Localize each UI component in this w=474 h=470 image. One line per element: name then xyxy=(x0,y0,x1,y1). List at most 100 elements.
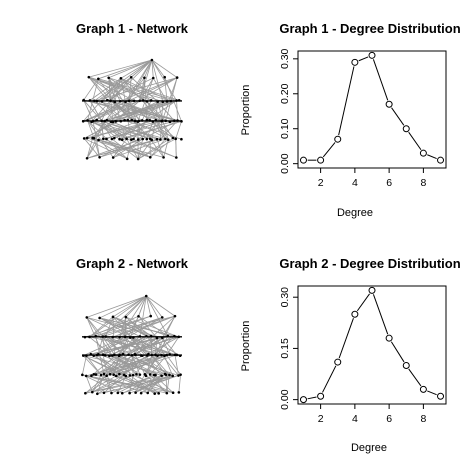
network-edge xyxy=(86,375,167,394)
network-edge xyxy=(108,77,180,101)
network-edge xyxy=(95,335,165,357)
network-edge xyxy=(86,317,131,338)
network-edge xyxy=(83,99,102,122)
network-edge xyxy=(155,101,159,121)
network-node xyxy=(118,372,121,376)
network-node xyxy=(111,315,115,319)
network-node xyxy=(85,316,89,319)
network-node xyxy=(148,373,152,376)
network-node xyxy=(92,136,96,140)
network-edge xyxy=(122,317,127,355)
network-edge xyxy=(134,354,146,375)
network-node xyxy=(166,138,170,141)
network-edge xyxy=(110,100,143,121)
network-node xyxy=(120,391,124,395)
network-node xyxy=(102,391,106,395)
data-point xyxy=(317,392,325,400)
x-tick-label: 6 xyxy=(386,177,392,189)
network-node xyxy=(94,373,98,376)
network-node xyxy=(107,76,110,80)
network-edge xyxy=(112,316,115,355)
network-edge xyxy=(134,120,148,140)
network-edge xyxy=(135,374,170,393)
data-point xyxy=(334,135,342,143)
network-node xyxy=(135,373,138,376)
network-node xyxy=(145,137,149,141)
network-node xyxy=(179,373,182,376)
x-tick-label: 6 xyxy=(386,413,392,425)
chart-marks-1: 2 4 6 8 0.00 0.10 0.20 0.30 xyxy=(279,48,445,189)
y-tick-label: 0.20 xyxy=(279,83,291,104)
data-point xyxy=(368,51,376,59)
network-edge xyxy=(99,317,141,337)
network-edge xyxy=(128,354,173,377)
data-point xyxy=(437,392,445,400)
network-edge xyxy=(134,120,169,141)
data-point xyxy=(351,58,359,66)
network-node xyxy=(175,156,178,159)
network-edge xyxy=(88,59,152,78)
network-node xyxy=(96,392,99,396)
series-segment xyxy=(338,66,355,136)
network-node xyxy=(130,138,133,141)
series-segment xyxy=(408,131,422,151)
series-segment xyxy=(322,142,336,158)
x-axis-label-2: Degree xyxy=(351,442,387,454)
network-node xyxy=(168,373,171,377)
network-node xyxy=(119,76,123,80)
data-point xyxy=(334,358,342,366)
network-edge xyxy=(89,295,147,338)
network-edge xyxy=(112,316,168,337)
network-node xyxy=(124,374,128,378)
series-segment xyxy=(372,59,389,101)
network-node xyxy=(132,137,135,141)
network-edge xyxy=(99,317,134,338)
data-point xyxy=(419,149,427,157)
network-edge xyxy=(125,316,179,338)
y-tick-label: 0.15 xyxy=(279,338,291,359)
network-edge xyxy=(87,120,114,158)
network-edge xyxy=(86,138,158,159)
network-edge xyxy=(88,76,133,121)
data-point xyxy=(299,396,307,404)
network-edge xyxy=(132,374,174,394)
network-edge xyxy=(105,336,142,356)
y-axis-label-1: Proportion xyxy=(240,85,252,136)
network-edge xyxy=(102,336,115,355)
network-edge xyxy=(146,295,176,317)
network-node xyxy=(116,391,120,395)
network-edge xyxy=(161,77,178,121)
network-edge xyxy=(137,139,153,160)
network-node xyxy=(84,391,87,395)
network-edge xyxy=(149,138,164,158)
network-edge xyxy=(88,76,126,103)
network-edge xyxy=(108,77,122,122)
network-node xyxy=(138,373,142,376)
degree-chart-1: Graph 1 - Degree Distribution Degree Pro… xyxy=(240,21,461,219)
network-node xyxy=(125,137,128,141)
network-edge xyxy=(151,59,178,78)
network-node xyxy=(164,137,167,141)
network-edge xyxy=(102,335,147,356)
network-edge xyxy=(108,77,148,102)
network-node xyxy=(125,157,129,161)
network-edge xyxy=(147,374,156,394)
network-node xyxy=(144,374,148,378)
network-node xyxy=(160,374,163,377)
network-graph-1 xyxy=(81,58,183,161)
network-node xyxy=(131,373,135,377)
network-node xyxy=(113,136,116,140)
chart-marks-2: 2 4 6 8 0.00 0.15 0.30 xyxy=(279,287,445,425)
network-edge xyxy=(102,317,163,337)
network-node xyxy=(157,392,160,395)
series-segment xyxy=(427,390,437,396)
network-title-1: Graph 1 - Network xyxy=(76,21,189,36)
series-segment xyxy=(338,318,354,359)
network-node xyxy=(136,138,140,141)
network-edge xyxy=(98,353,162,377)
network-edge xyxy=(89,100,113,140)
chart-title-1: Graph 1 - Degree Distribution xyxy=(279,21,460,36)
network-edge xyxy=(155,119,176,140)
network-node xyxy=(159,138,162,141)
data-point xyxy=(317,156,325,164)
